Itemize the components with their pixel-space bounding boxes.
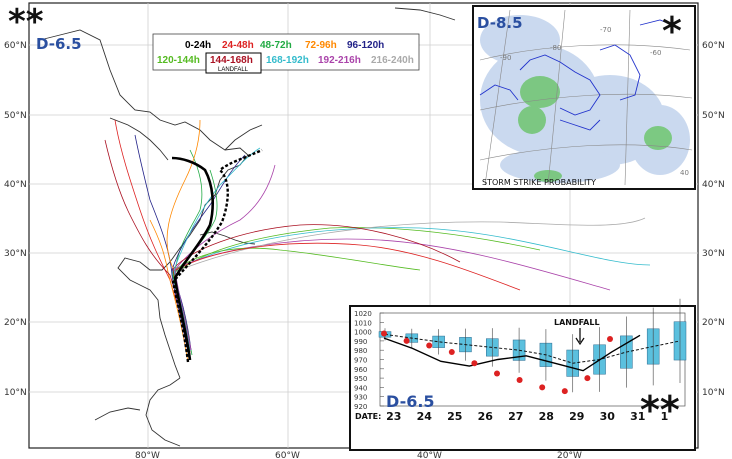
y-tick-label: 960 [354, 366, 367, 374]
lat-labels-right: 60°N 50°N 40°N 30°N 20°N 10°N [702, 41, 725, 398]
inset-grid-label: -60 [650, 49, 661, 57]
date-tick-label: 26 [478, 410, 494, 423]
observed-point [539, 384, 546, 391]
coastlines [39, 7, 521, 447]
lon-tick-label: 40°W [417, 451, 442, 459]
lat-tick-label: 30°N [702, 249, 725, 259]
y-tick-label: 1000 [354, 329, 372, 337]
inset-star-label: * [662, 9, 682, 53]
inset-caption: STORM STRIKE PROBABILITY [482, 178, 596, 187]
observed-point [607, 336, 613, 343]
observed-point [381, 330, 387, 337]
lat-tick-label: 20°N [4, 318, 27, 328]
observed-point [494, 370, 500, 377]
date-tick-label: 23 [386, 410, 401, 423]
lat-tick-label: 50°N [4, 111, 27, 121]
lat-tick-label: 10°N [4, 388, 27, 398]
y-tick-label: 1010 [354, 319, 372, 327]
legend-item: 24-48h [222, 40, 254, 51]
pressure-date-labels: 23 24 25 26 27 28 29 30 31 1 [386, 410, 668, 423]
y-tick-label: 990 [354, 338, 367, 346]
observed-point [561, 388, 568, 395]
legend-item: 48-72h [260, 40, 292, 51]
deterministic-line [383, 334, 641, 372]
y-tick-label: 940 [354, 384, 367, 392]
legend-item: 144-168h [210, 55, 253, 66]
stars-label: ** [8, 2, 44, 42]
lat-tick-label: 50°N [702, 111, 725, 121]
landfall-label: LANDFALL [554, 318, 600, 327]
lat-tick-label: 30°N [4, 249, 27, 259]
high-probability-areas [518, 76, 672, 182]
inset-grid-label: 40 [680, 169, 689, 177]
y-tick-label: 950 [354, 375, 367, 383]
y-tick-label: 920 [354, 403, 367, 411]
legend-item: 72-96h [305, 40, 337, 51]
lon-tick-label: 20°W [557, 451, 582, 459]
observed-point [516, 376, 523, 383]
landfall-legend-box [205, 52, 262, 74]
legend-item: 96-120h [347, 40, 384, 51]
observed-point [471, 360, 478, 367]
lat-tick-label: 10°N [702, 388, 725, 398]
pressure-plot-area [379, 312, 686, 407]
legend-landfall-note: LANDFALL [218, 67, 249, 73]
lon-tick-label: 60°W [275, 451, 300, 459]
date-tick-label: 29 [569, 410, 584, 423]
y-tick-label: 1020 [354, 310, 372, 318]
observed-dots [381, 330, 613, 395]
lon-labels: 80°W 60°W 40°W 20°W [135, 451, 582, 459]
observed-point [403, 337, 410, 344]
main-day-label: D-6.5 [36, 35, 82, 53]
observed-point [426, 342, 433, 349]
probability-shading [480, 15, 690, 183]
lat-tick-label: 60°N [4, 41, 27, 51]
legend-item: 168-192h [266, 55, 309, 66]
y-tick-label: 930 [354, 394, 367, 402]
inset-grid-label: -90 [500, 54, 511, 62]
lat-tick-label: 60°N [702, 41, 725, 51]
date-tick-label: 30 [600, 410, 616, 423]
legend-item: 216-240h [371, 55, 414, 66]
deterministic-track [171, 148, 263, 363]
legend-item: 0-24h [185, 40, 211, 51]
observed-point [448, 349, 455, 356]
date-tick-label: 25 [447, 410, 462, 423]
landfall-arrow-icon [575, 328, 585, 346]
date-tick-label: 31 [630, 410, 645, 423]
lat-tick-label: 20°N [702, 318, 725, 328]
date-tick-label: 27 [508, 410, 523, 423]
inset-graticule [479, 9, 693, 186]
inset-coastlines [479, 19, 681, 131]
y-tick-label: 970 [354, 357, 367, 365]
date-tick-label: 1 [661, 410, 669, 423]
date-label: DATE: [355, 412, 381, 421]
legend-item: 192-216h [318, 55, 361, 66]
lon-tick-label: 80°W [135, 451, 160, 459]
time-legend: 0-24h 24-48h 48-72h 72-96h 96-120h 120-1… [152, 33, 420, 74]
inset-grid-label: -70 [600, 26, 611, 34]
inset-day-label: D-8.5 [477, 14, 523, 32]
lat-tick-label: 40°N [702, 180, 725, 190]
pressure-day-label: D-6.5 [386, 392, 435, 411]
lat-tick-label: 40°N [4, 180, 27, 190]
pressure-stars-label: ** [640, 388, 680, 432]
lat-labels-left: 60°N 50°N 40°N 30°N 20°N 10°N [4, 41, 27, 398]
observed-point [584, 375, 591, 382]
inset-grid-label: -80 [550, 44, 561, 52]
observed-track [171, 156, 215, 361]
legend-item: 120-144h [157, 55, 200, 66]
y-tick-label: 980 [354, 347, 367, 355]
date-tick-label: 24 [417, 410, 433, 423]
legend-box [152, 33, 420, 71]
probability-inset: D-8.5 * STORM STRIKE PROBABILITY -90 -80… [472, 5, 696, 190]
date-tick-label: 28 [539, 410, 554, 423]
